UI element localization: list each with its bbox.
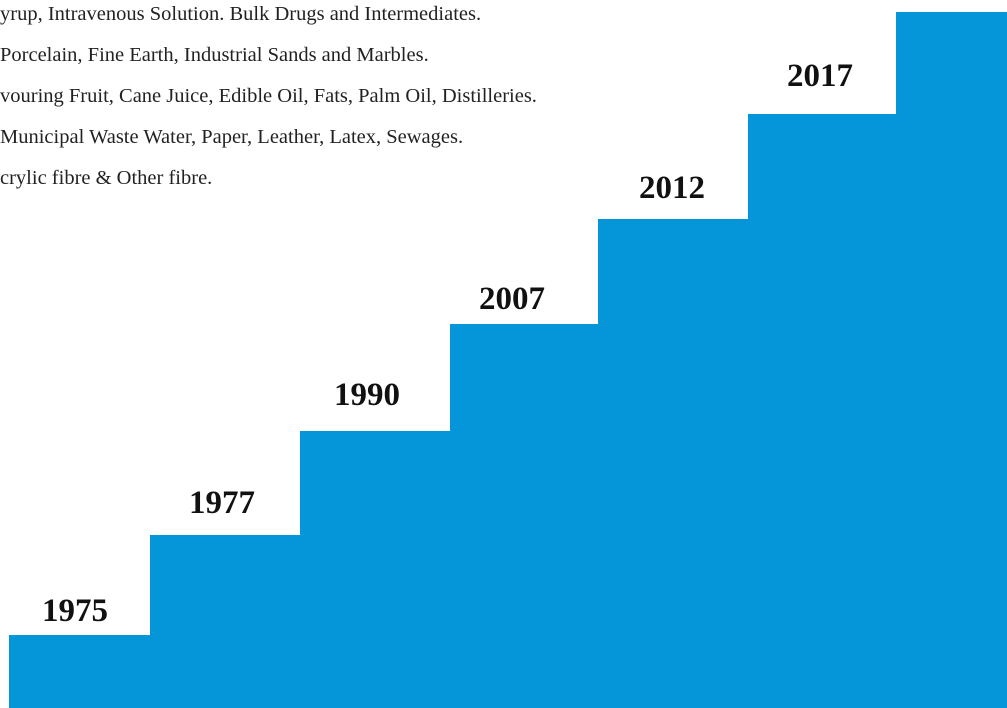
industry-description-line-5: crylic fibre & Other fibre. [0, 167, 213, 189]
industry-description-line-4: Municipal Waste Water, Paper, Leather, L… [0, 126, 464, 148]
year-label-2007: 2007 [479, 281, 545, 317]
industry-description-line-3: vouring Fruit, Cane Juice, Edible Oil, F… [0, 85, 537, 107]
staircase-shape [9, 12, 1007, 708]
year-label-1977: 1977 [189, 485, 255, 521]
industry-description-line-2: Porcelain, Fine Earth, Industrial Sands … [0, 44, 429, 66]
year-label-1990: 1990 [334, 377, 400, 413]
year-label-1975: 1975 [42, 593, 108, 629]
industry-description-line-1: yrup, Intravenous Solution. Bulk Drugs a… [0, 3, 482, 25]
year-label-2012: 2012 [639, 170, 705, 206]
year-label-2017: 2017 [787, 58, 853, 94]
